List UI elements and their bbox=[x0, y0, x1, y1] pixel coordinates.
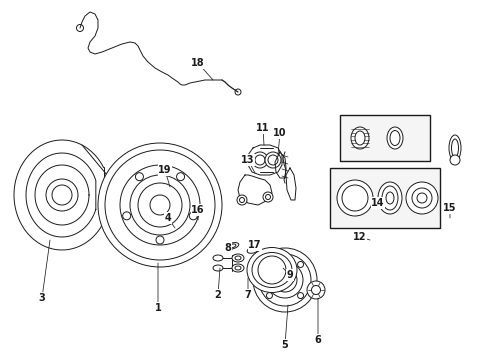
Circle shape bbox=[266, 261, 272, 267]
Circle shape bbox=[120, 165, 200, 245]
Bar bbox=[329, 168, 439, 228]
Text: 15: 15 bbox=[442, 203, 456, 213]
Circle shape bbox=[130, 175, 190, 235]
Circle shape bbox=[449, 155, 459, 165]
Text: 13: 13 bbox=[241, 155, 254, 165]
Circle shape bbox=[76, 24, 83, 31]
Ellipse shape bbox=[175, 226, 182, 230]
Circle shape bbox=[98, 143, 222, 267]
Text: 18: 18 bbox=[191, 58, 204, 68]
Ellipse shape bbox=[450, 139, 458, 157]
Circle shape bbox=[297, 293, 303, 298]
Text: 14: 14 bbox=[370, 198, 384, 208]
Ellipse shape bbox=[225, 243, 238, 249]
Ellipse shape bbox=[381, 186, 397, 210]
Polygon shape bbox=[285, 168, 295, 200]
Circle shape bbox=[138, 183, 182, 227]
Circle shape bbox=[46, 179, 78, 211]
Text: 2: 2 bbox=[214, 290, 221, 300]
Bar bbox=[339, 115, 429, 161]
Circle shape bbox=[239, 198, 244, 202]
Ellipse shape bbox=[173, 225, 184, 231]
Circle shape bbox=[254, 155, 264, 165]
Circle shape bbox=[336, 180, 372, 216]
Circle shape bbox=[252, 248, 316, 312]
Ellipse shape bbox=[385, 192, 393, 204]
Ellipse shape bbox=[246, 248, 296, 292]
Circle shape bbox=[266, 262, 303, 298]
Circle shape bbox=[191, 204, 201, 214]
Circle shape bbox=[237, 195, 246, 205]
Text: 12: 12 bbox=[352, 232, 366, 242]
Ellipse shape bbox=[231, 264, 244, 272]
Polygon shape bbox=[238, 175, 271, 205]
Text: 11: 11 bbox=[256, 123, 269, 133]
Circle shape bbox=[193, 207, 198, 211]
Circle shape bbox=[297, 261, 303, 267]
Text: 9: 9 bbox=[286, 270, 293, 280]
Circle shape bbox=[416, 193, 426, 203]
Ellipse shape bbox=[213, 255, 223, 261]
Circle shape bbox=[267, 155, 278, 165]
Circle shape bbox=[135, 173, 143, 181]
Text: 4: 4 bbox=[164, 213, 171, 223]
Polygon shape bbox=[274, 152, 285, 178]
Circle shape bbox=[272, 268, 296, 292]
Text: 1: 1 bbox=[154, 303, 161, 313]
Circle shape bbox=[311, 285, 320, 294]
Ellipse shape bbox=[377, 182, 401, 214]
Circle shape bbox=[122, 212, 130, 220]
Ellipse shape bbox=[208, 213, 220, 219]
Ellipse shape bbox=[190, 190, 198, 196]
Circle shape bbox=[176, 173, 184, 181]
Circle shape bbox=[105, 150, 215, 260]
Circle shape bbox=[279, 274, 290, 286]
Ellipse shape bbox=[235, 256, 241, 260]
Text: 16: 16 bbox=[191, 205, 204, 215]
Ellipse shape bbox=[213, 265, 223, 271]
Circle shape bbox=[306, 281, 325, 299]
Text: 17: 17 bbox=[248, 240, 261, 250]
Text: 8: 8 bbox=[224, 243, 231, 253]
Text: 10: 10 bbox=[273, 128, 286, 138]
Circle shape bbox=[156, 236, 163, 244]
Circle shape bbox=[251, 152, 267, 168]
Circle shape bbox=[258, 256, 285, 284]
Text: 7: 7 bbox=[244, 290, 251, 300]
Circle shape bbox=[411, 188, 431, 208]
Ellipse shape bbox=[246, 247, 258, 253]
Ellipse shape bbox=[227, 244, 235, 248]
Text: 5: 5 bbox=[281, 340, 288, 350]
Circle shape bbox=[341, 185, 367, 211]
Circle shape bbox=[150, 195, 170, 215]
Ellipse shape bbox=[354, 131, 364, 145]
Circle shape bbox=[189, 212, 197, 220]
Ellipse shape bbox=[251, 252, 291, 288]
Ellipse shape bbox=[386, 127, 402, 149]
Polygon shape bbox=[26, 153, 96, 237]
Polygon shape bbox=[247, 145, 282, 175]
Ellipse shape bbox=[188, 189, 200, 197]
Circle shape bbox=[405, 182, 437, 214]
Polygon shape bbox=[35, 165, 89, 225]
Ellipse shape bbox=[231, 254, 244, 262]
Ellipse shape bbox=[389, 130, 399, 145]
Ellipse shape bbox=[448, 135, 460, 161]
Circle shape bbox=[259, 254, 310, 306]
Ellipse shape bbox=[350, 127, 368, 149]
Circle shape bbox=[235, 89, 241, 95]
Circle shape bbox=[266, 293, 272, 298]
Ellipse shape bbox=[211, 214, 217, 218]
Ellipse shape bbox=[235, 266, 241, 270]
Circle shape bbox=[265, 194, 270, 199]
Text: 19: 19 bbox=[158, 165, 171, 175]
Circle shape bbox=[52, 185, 72, 205]
Text: 3: 3 bbox=[39, 293, 45, 303]
Text: 6: 6 bbox=[314, 335, 321, 345]
Circle shape bbox=[264, 152, 281, 168]
Circle shape bbox=[263, 192, 272, 202]
